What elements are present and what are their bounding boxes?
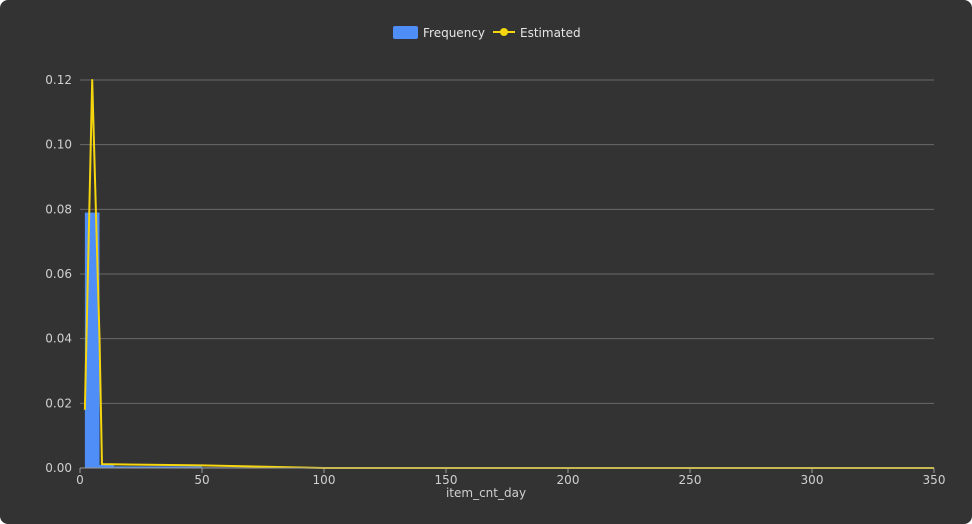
y-tick-label: 0.08 [45,202,72,216]
x-tick-label: 350 [923,473,946,487]
x-tick-label: 200 [557,473,580,487]
x-tick-label: 50 [194,473,209,487]
grid-lines [80,79,934,404]
y-tick-label: 0.00 [45,461,72,475]
frequency-bars [84,212,324,468]
legend-item-frequency[interactable]: Frequency [393,26,485,40]
x-tick-label: 0 [76,473,84,487]
legend-estimated-marker [500,28,508,36]
x-tick-label: 150 [435,473,458,487]
y-tick-label: 0.06 [45,267,72,281]
legend-frequency-swatch [393,26,418,39]
y-tick-label: 0.10 [45,138,72,152]
legend: Frequency Estimated [393,26,581,40]
y-tick-label: 0.12 [45,73,72,87]
x-tick-label: 100 [313,473,336,487]
y-axis-ticks: 0.00 0.02 0.04 0.06 0.08 0.10 0.12 [45,73,72,475]
x-axis-ticks: 0 50 100 150 200 250 300 350 [76,468,945,487]
legend-frequency-label: Frequency [423,26,485,40]
x-axis-title: item_cnt_day [446,486,526,500]
y-tick-label: 0.04 [45,332,72,346]
legend-estimated-label: Estimated [520,26,581,40]
y-tick-label: 0.02 [45,396,72,410]
frequency-bar[interactable] [99,464,115,468]
legend-item-estimated[interactable]: Estimated [493,26,581,40]
frequency-bar[interactable] [114,466,202,468]
x-tick-label: 300 [801,473,824,487]
x-tick-label: 250 [679,473,702,487]
